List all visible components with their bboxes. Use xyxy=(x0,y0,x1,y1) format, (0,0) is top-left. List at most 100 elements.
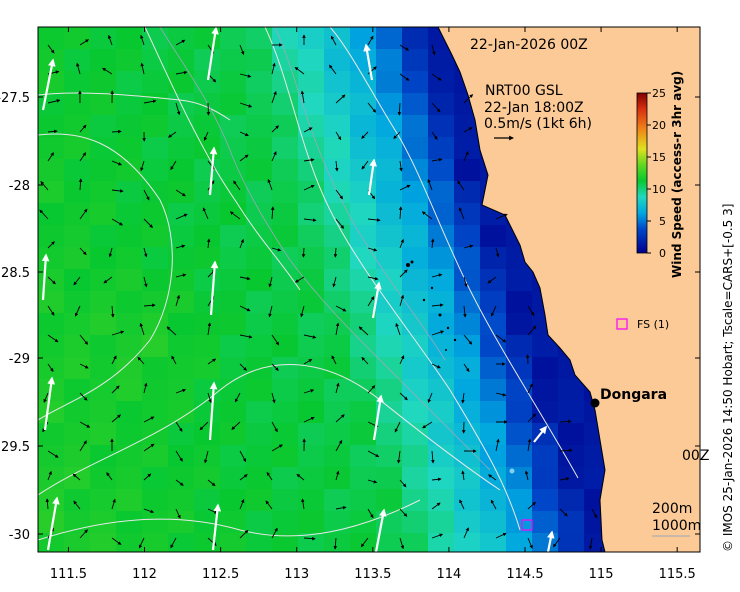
colorbar-tick-label: 15 xyxy=(652,151,666,164)
wind-arrow xyxy=(111,129,122,134)
wind-arrow xyxy=(552,537,561,548)
speed-cell xyxy=(116,401,143,424)
current-arrow xyxy=(371,281,382,319)
speed-cell xyxy=(454,203,481,226)
speed-cell xyxy=(142,357,169,380)
wind-arrow xyxy=(488,474,497,481)
wind-arrow xyxy=(431,303,444,307)
speed-cell xyxy=(168,137,195,160)
wind-arrow xyxy=(106,472,113,481)
wind-arrow xyxy=(431,102,441,113)
speed-cell xyxy=(272,489,299,512)
current-arrow xyxy=(363,43,374,81)
speed-cell xyxy=(38,247,65,270)
speed-cell xyxy=(428,71,455,94)
wind-arrow xyxy=(463,527,469,539)
speed-cell xyxy=(220,401,247,424)
speed-cell xyxy=(506,379,533,402)
wind-arrow xyxy=(47,363,54,372)
wind-arrow xyxy=(301,498,305,510)
speed-cell xyxy=(38,335,65,358)
wind-arrow xyxy=(239,474,248,481)
wind-arrow xyxy=(111,160,122,166)
wind-arrow xyxy=(40,181,49,191)
wind-arrow xyxy=(239,276,251,281)
speed-cell xyxy=(246,335,273,358)
speed-cell xyxy=(272,137,299,160)
speed-cell xyxy=(480,225,507,248)
wind-arrow xyxy=(495,247,500,258)
speed-cell xyxy=(324,533,351,552)
wind-arrow xyxy=(303,359,313,365)
speed-cell xyxy=(220,71,247,94)
speed-cell xyxy=(64,71,91,94)
speed-cell xyxy=(116,533,143,552)
wind-arrow xyxy=(431,477,442,482)
wind-arrow xyxy=(431,450,435,464)
wind-arrow xyxy=(524,470,529,481)
speed-cell xyxy=(194,159,221,182)
speed-cell xyxy=(558,445,585,468)
speed-cell xyxy=(116,115,143,138)
speed-cell xyxy=(246,93,273,116)
speed-cell xyxy=(324,203,351,226)
wind-arrow xyxy=(495,392,507,397)
wind-arrow xyxy=(303,127,313,133)
wind-arrow xyxy=(300,305,305,318)
speed-cell xyxy=(142,445,169,468)
speed-cell xyxy=(246,115,273,138)
speed-cell xyxy=(220,93,247,116)
speed-cell xyxy=(506,357,533,380)
speed-cell xyxy=(246,379,273,402)
speed-cell xyxy=(428,313,455,336)
wind-arrow xyxy=(303,536,316,541)
speed-cell xyxy=(298,159,325,182)
speed-cell xyxy=(454,181,481,204)
contour-line xyxy=(38,133,173,421)
wind-arrow xyxy=(229,211,241,220)
speed-cell xyxy=(298,335,325,358)
speed-cell xyxy=(558,379,585,402)
wind-arrow xyxy=(43,392,49,403)
wind-arrow xyxy=(170,160,177,171)
wind-arrow xyxy=(367,247,378,252)
wind-arrow xyxy=(204,450,209,464)
speed-cell xyxy=(116,203,143,226)
wind-arrow xyxy=(103,276,113,284)
colorbar-tick-label: 10 xyxy=(652,183,666,196)
wind-arrow xyxy=(335,439,343,452)
speed-cell xyxy=(480,291,507,314)
speed-cell xyxy=(116,93,143,116)
speed-cell xyxy=(298,49,325,72)
speed-cell xyxy=(324,445,351,468)
wind-arrow xyxy=(300,90,305,104)
wind-arrow xyxy=(367,450,380,458)
speed-cell xyxy=(38,489,65,512)
wind-arrow xyxy=(202,207,209,220)
speed-cell xyxy=(168,269,195,292)
speed-cell xyxy=(402,291,429,314)
speed-cell xyxy=(272,511,299,534)
wind-arrow xyxy=(431,157,443,162)
model-name: NRT00 GSL xyxy=(485,83,563,99)
speed-cell xyxy=(142,247,169,270)
speed-cell xyxy=(246,159,273,182)
wind-arrow xyxy=(39,209,49,220)
wind-arrow xyxy=(303,334,317,339)
speed-cell xyxy=(64,181,91,204)
speed-cell xyxy=(272,115,299,138)
speed-cell xyxy=(272,423,299,446)
speed-cell xyxy=(298,445,325,468)
speed-cell xyxy=(454,137,481,160)
speed-cell xyxy=(454,115,481,138)
wind-arrow xyxy=(47,450,59,458)
current-arrow xyxy=(374,508,387,552)
wind-arrow xyxy=(490,305,497,317)
speed-cell xyxy=(506,291,533,314)
colorbar-tick-label: 0 xyxy=(659,247,666,260)
wind-arrow xyxy=(73,276,81,286)
speed-cell xyxy=(220,489,247,512)
arrow-scale-label: 0.5m/s (1kt 6h) xyxy=(484,116,592,132)
speed-cell xyxy=(298,291,325,314)
speed-cell xyxy=(220,291,247,314)
